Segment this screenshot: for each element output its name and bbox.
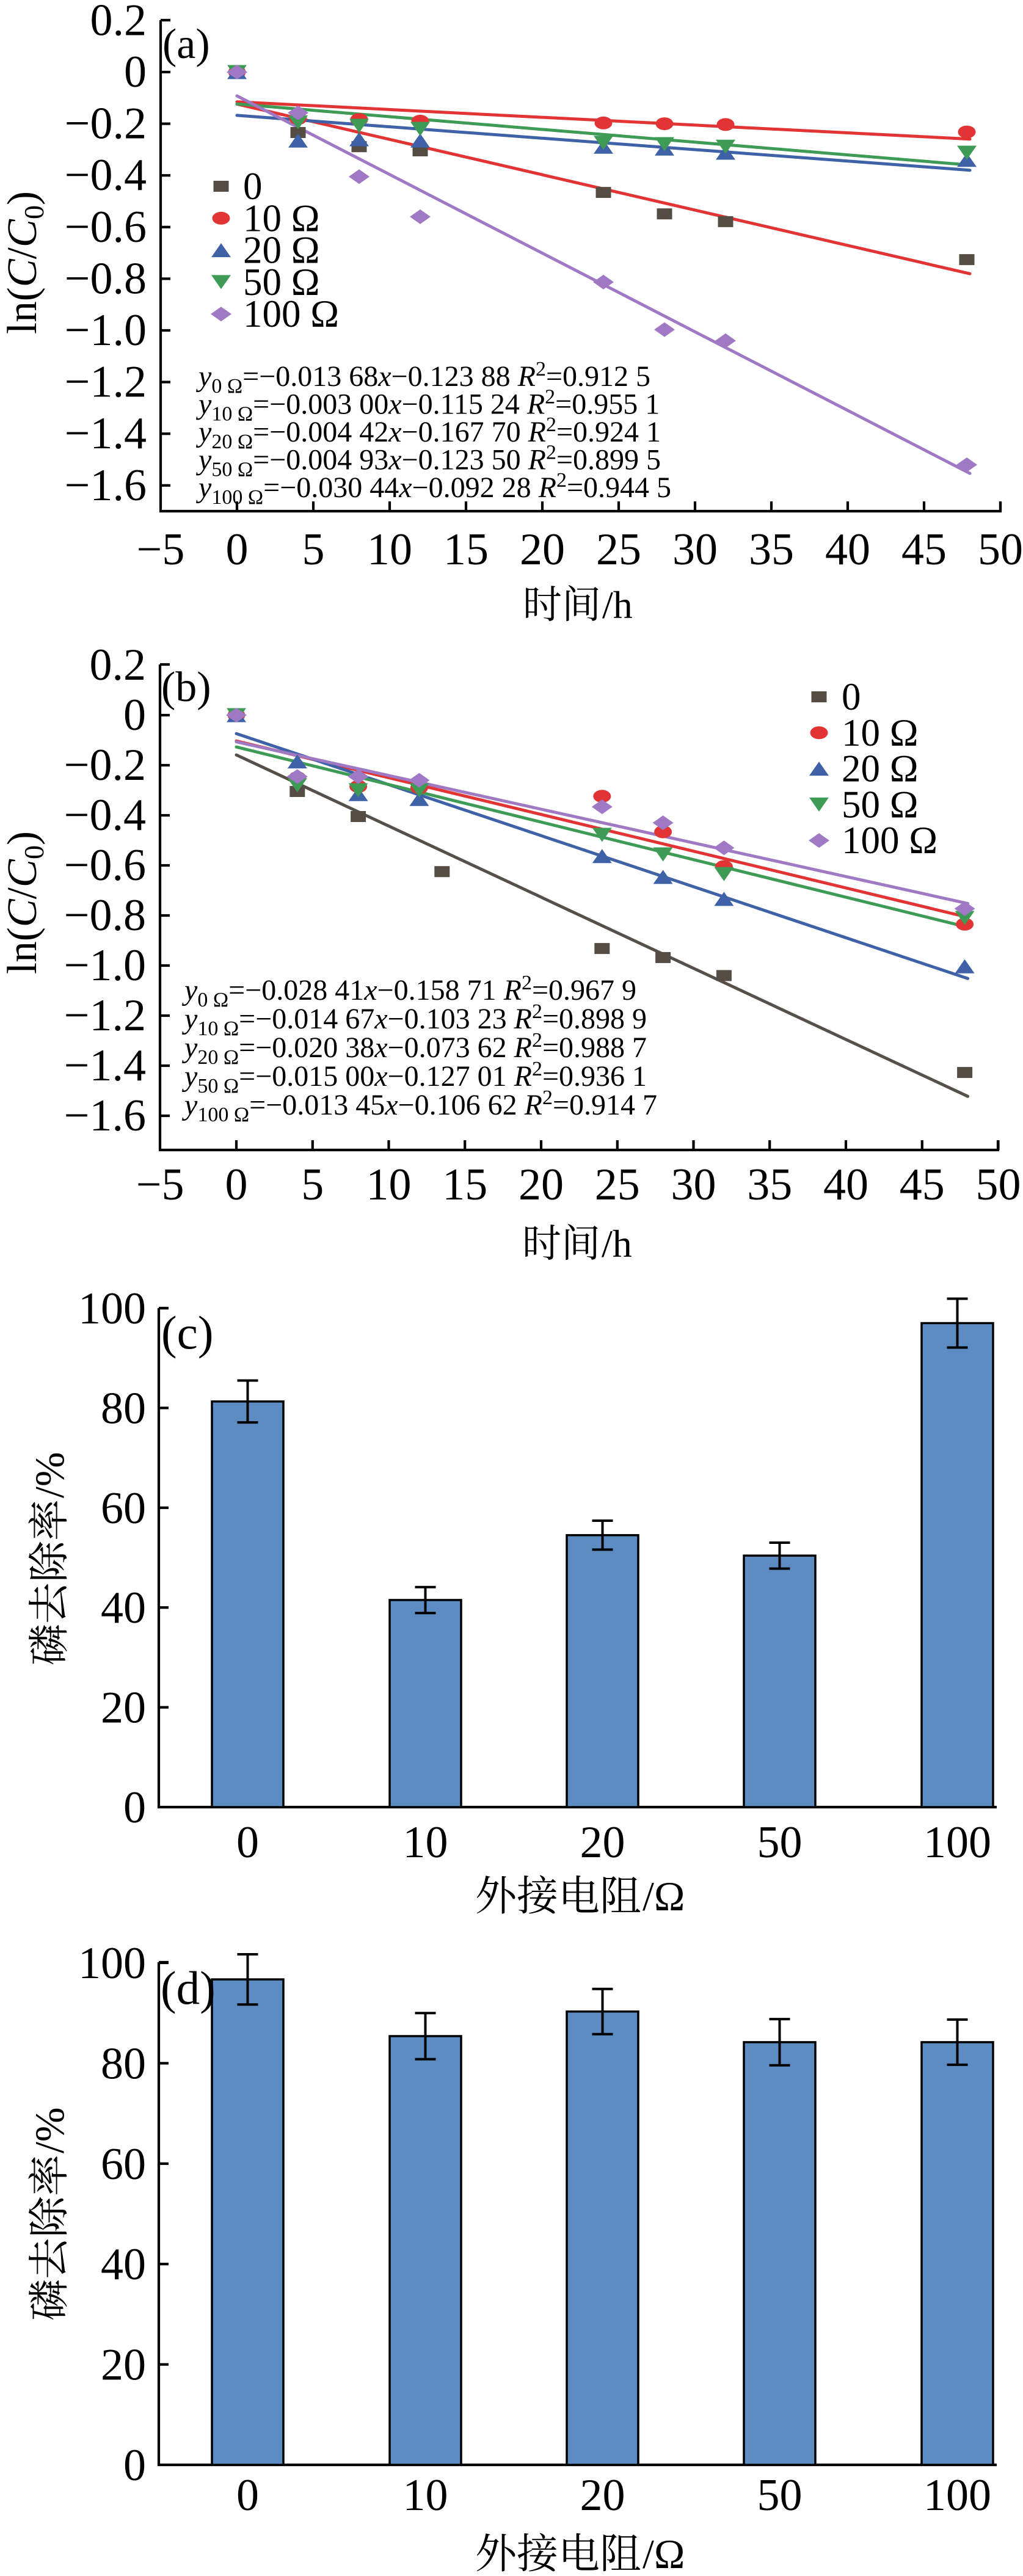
svg-text:/h: /h (602, 583, 633, 627)
svg-text:0: 0 (226, 525, 249, 575)
svg-text:10: 10 (403, 1817, 448, 1868)
svg-text:20 Ω: 20 Ω (842, 748, 919, 790)
svg-text:0: 0 (123, 690, 146, 740)
svg-text:20: 20 (101, 2340, 146, 2390)
svg-text:40: 40 (101, 1583, 146, 1633)
svg-text:20: 20 (519, 1160, 564, 1210)
svg-text:0: 0 (243, 165, 263, 208)
svg-text:−5: −5 (137, 525, 185, 575)
svg-text:100: 100 (923, 1817, 991, 1868)
svg-text:45: 45 (901, 525, 947, 575)
svg-text:0.2: 0.2 (90, 0, 147, 45)
svg-text:−0.6: −0.6 (64, 840, 146, 890)
svg-text:−1.6: −1.6 (64, 1091, 146, 1141)
svg-text:ln(C/C0): ln(C/C0) (0, 191, 49, 334)
svg-text:y20 Ω=−0.004 42x−0.167 70 R2=0: y20 Ω=−0.004 42x−0.167 70 R2=0.924 1 (195, 413, 661, 453)
svg-text:y100 Ω=−0.030 44x−0.092 28 R2=: y100 Ω=−0.030 44x−0.092 28 R2=0.944 5 (195, 469, 671, 509)
svg-text:(b): (b) (161, 664, 211, 711)
svg-text:0: 0 (842, 675, 861, 718)
svg-text:−1.2: −1.2 (64, 991, 146, 1041)
svg-text:15: 15 (442, 1160, 487, 1210)
svg-text:20: 20 (580, 1817, 625, 1868)
svg-text:40: 40 (101, 2239, 146, 2290)
svg-text:/%: /% (26, 2107, 73, 2153)
svg-text:−0.8: −0.8 (65, 253, 147, 304)
svg-text:−1.6: −1.6 (65, 460, 147, 511)
svg-text:/%: /% (26, 1452, 73, 1498)
svg-text:/Ω: /Ω (643, 2531, 685, 2576)
svg-text:50: 50 (978, 525, 1023, 575)
svg-text:y0 Ω=−0.013 68x−0.123 88 R2=0.: y0 Ω=−0.013 68x−0.123 88 R2=0.912 5 (195, 358, 650, 398)
svg-text:0: 0 (123, 2440, 146, 2490)
svg-text:−1.2: −1.2 (65, 357, 147, 407)
svg-text:50 Ω: 50 Ω (243, 261, 320, 304)
svg-text:0.2: 0.2 (90, 640, 147, 690)
svg-text:40: 40 (823, 1160, 868, 1210)
svg-text:45: 45 (900, 1160, 945, 1210)
svg-text:y100 Ω=−0.013 45x−0.106 62 R2=: y100 Ω=−0.013 45x−0.106 62 R2=0.914 7 (181, 1086, 657, 1126)
svg-text:10: 10 (367, 525, 412, 575)
svg-text:0: 0 (236, 1817, 259, 1868)
svg-text:−5: −5 (136, 1160, 184, 1210)
svg-text:60: 60 (101, 1483, 146, 1534)
svg-text:0: 0 (236, 2470, 259, 2520)
svg-text:50: 50 (757, 2470, 803, 2520)
svg-text:0: 0 (225, 1160, 248, 1210)
svg-text:−1.4: −1.4 (65, 409, 147, 459)
svg-text:25: 25 (596, 525, 641, 575)
svg-text:80: 80 (101, 2039, 146, 2089)
svg-text:100: 100 (78, 1284, 146, 1334)
svg-text:10: 10 (366, 1160, 412, 1210)
svg-text:−1.0: −1.0 (64, 941, 146, 991)
svg-text:30: 30 (671, 1160, 716, 1210)
svg-text:y20 Ω=−0.020 38x−0.073 62 R2=0: y20 Ω=−0.020 38x−0.073 62 R2=0.988 7 (181, 1029, 647, 1069)
svg-text:−1.4: −1.4 (64, 1041, 146, 1091)
svg-text:ln(C/C0): ln(C/C0) (0, 831, 49, 974)
svg-text:80: 80 (101, 1383, 146, 1433)
svg-text:y50 Ω=−0.004 93x−0.123 50 R2=0: y50 Ω=−0.004 93x−0.123 50 R2=0.899 5 (195, 442, 661, 481)
svg-text:−0.6: −0.6 (65, 202, 147, 252)
svg-text:−0.8: −0.8 (64, 890, 146, 941)
svg-text:/Ω: /Ω (643, 1873, 685, 1919)
svg-text:20: 20 (580, 2470, 625, 2520)
svg-text:50 Ω: 50 Ω (842, 783, 919, 826)
svg-text:10 Ω: 10 Ω (842, 711, 919, 754)
svg-text:y50 Ω=−0.015 00x−0.127 01 R2=0: y50 Ω=−0.015 00x−0.127 01 R2=0.936 1 (181, 1058, 647, 1097)
svg-text:35: 35 (749, 525, 794, 575)
svg-text:15: 15 (443, 525, 489, 575)
svg-text:0: 0 (124, 47, 147, 97)
svg-text:−0.2: −0.2 (65, 99, 147, 149)
svg-text:20: 20 (520, 525, 565, 575)
svg-text:50: 50 (976, 1160, 1021, 1210)
svg-text:y0 Ω=−0.028 41x−0.158 71 R2=0.: y0 Ω=−0.028 41x−0.158 71 R2=0.967 9 (181, 972, 636, 1011)
svg-text:−1.0: −1.0 (65, 305, 147, 355)
svg-text:−0.4: −0.4 (65, 150, 147, 200)
svg-text:25: 25 (595, 1160, 640, 1210)
svg-text:35: 35 (747, 1160, 792, 1210)
svg-text:(a): (a) (162, 21, 210, 68)
svg-text:100: 100 (78, 1938, 146, 1988)
svg-text:y10 Ω=−0.003 00x−0.115 24 R2=0: y10 Ω=−0.003 00x−0.115 24 R2=0.955 1 (195, 386, 660, 426)
svg-text:100: 100 (923, 2470, 991, 2520)
svg-text:60: 60 (101, 2139, 146, 2189)
svg-text:y10 Ω=−0.014 67x−0.103 23 R2=0: y10 Ω=−0.014 67x−0.103 23 R2=0.898 9 (181, 1000, 647, 1040)
svg-text:(d): (d) (161, 1962, 216, 2014)
svg-text:(c): (c) (161, 1306, 213, 1359)
svg-text:/h: /h (602, 1222, 632, 1265)
svg-text:10: 10 (403, 2470, 448, 2520)
svg-text:100 Ω: 100 Ω (842, 819, 937, 862)
svg-text:20: 20 (101, 1683, 146, 1733)
svg-text:50: 50 (757, 1817, 803, 1868)
svg-text:40: 40 (825, 525, 870, 575)
svg-text:5: 5 (302, 525, 325, 575)
svg-text:5: 5 (301, 1160, 324, 1210)
svg-text:−0.4: −0.4 (64, 790, 146, 840)
svg-text:30: 30 (672, 525, 718, 575)
svg-text:10 Ω: 10 Ω (243, 197, 320, 239)
svg-text:20 Ω: 20 Ω (243, 229, 320, 272)
svg-text:100 Ω: 100 Ω (243, 293, 339, 335)
svg-text:0: 0 (123, 1783, 146, 1833)
svg-text:−0.2: −0.2 (64, 740, 146, 790)
